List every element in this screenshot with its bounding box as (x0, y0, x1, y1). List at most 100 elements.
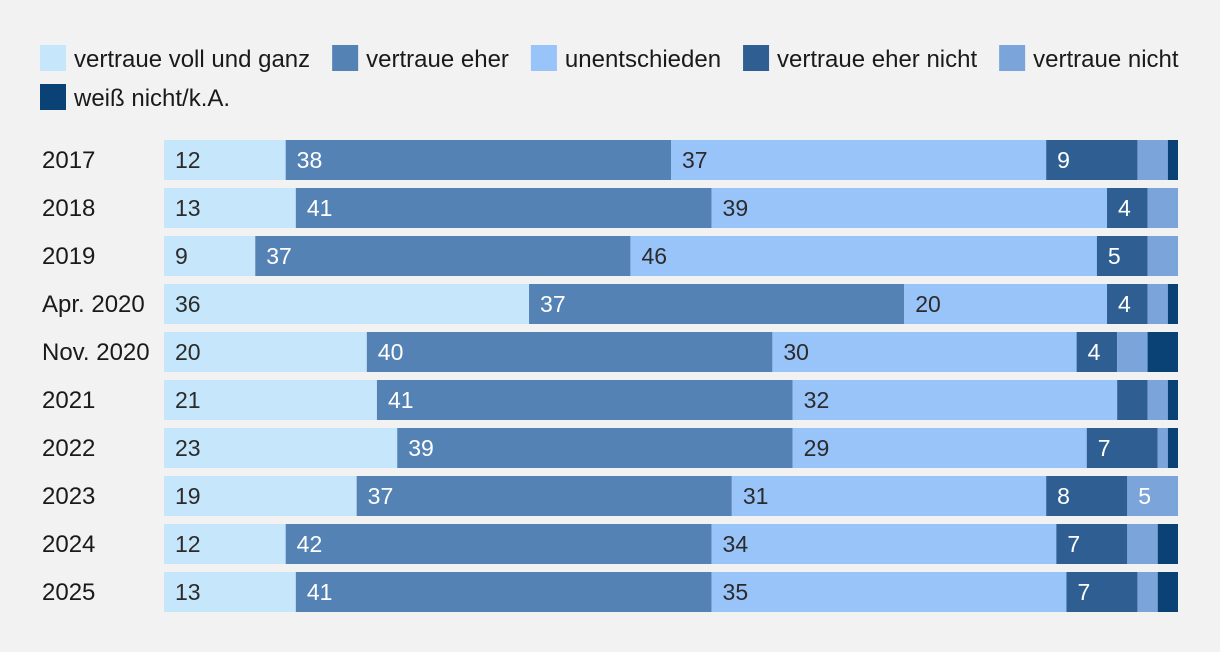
bar-segment-weiss-nicht-k-a (1167, 428, 1178, 468)
legend-item-vertraue-eher-nicht: vertraue eher nicht (743, 45, 977, 73)
bar-segment-vertraue-voll-und-ganz (164, 476, 357, 516)
bar-segment-vertraue-eher (529, 284, 905, 324)
row-label: 2023 (42, 483, 95, 510)
bar-segment-vertraue-eher-nicht (1066, 572, 1138, 612)
legend-label: weiß nicht/k.A. (73, 85, 230, 112)
data-label: 39 (408, 435, 434, 461)
data-label: 40 (378, 339, 404, 365)
data-label: 34 (723, 531, 749, 557)
bar-segment-vertraue-eher-nicht (1117, 380, 1148, 420)
bar-segment-weiss-nicht-k-a (1167, 284, 1178, 324)
bar-segment-vertraue-nicht (1137, 140, 1168, 180)
bar-row-nov-2020: 20 40 30 4 (164, 332, 1178, 372)
data-label: 41 (307, 579, 333, 605)
data-label: 23 (175, 435, 201, 461)
legend-label: vertraue voll und ganz (74, 46, 310, 73)
bar-segment-weiss-nicht-k-a (1157, 572, 1178, 612)
bar-segment-vertraue-voll-und-ganz (164, 284, 530, 324)
bar-segment-vertraue-nicht (1147, 284, 1168, 324)
bar-segment-weiss-nicht-k-a (1167, 140, 1178, 180)
legend-item-weiss-nicht-k-a: weiß nicht/k.A. (40, 84, 230, 112)
bar-segment-vertraue-eher (376, 380, 793, 420)
data-label: 37 (266, 243, 292, 269)
bar-segment-unentschieden (630, 236, 1097, 276)
legend-swatch (743, 45, 770, 71)
bar-segment-vertraue-eher (356, 476, 732, 516)
data-label: 36 (175, 291, 201, 317)
data-label: 8 (1057, 483, 1070, 509)
bar-row-2024: 12 42 34 7 (164, 524, 1178, 564)
data-label: 9 (175, 243, 188, 269)
bar-segment-unentschieden (711, 572, 1067, 612)
bar-segment-weiss-nicht-k-a (1147, 332, 1178, 372)
bar-segment-vertraue-voll-und-ganz (164, 188, 296, 228)
data-label: 4 (1118, 291, 1131, 317)
data-label: 35 (723, 579, 749, 605)
bar-segment-vertraue-eher-nicht (1107, 188, 1148, 228)
bar-segment-vertraue-nicht (1127, 476, 1178, 516)
legend-label: unentschieden (565, 46, 721, 73)
bar-segment-vertraue-eher (295, 188, 712, 228)
data-label: 32 (804, 387, 830, 413)
data-label: 7 (1067, 531, 1080, 557)
bar-row-2025: 13 41 35 7 (164, 572, 1178, 612)
row-label: 2018 (42, 195, 95, 222)
bar-segment-vertraue-nicht (1117, 332, 1148, 372)
bar-segment-unentschieden (711, 524, 1057, 564)
bar-segment-unentschieden (671, 140, 1047, 180)
row-label: 2021 (42, 387, 95, 414)
row-label: 2025 (42, 579, 95, 606)
data-label: 37 (682, 147, 708, 173)
bar-row-apr-2020: 36 37 20 4 (164, 284, 1178, 324)
bar-row-2023: 19 37 31 8 5 (164, 476, 1178, 516)
legend-item-vertraue-voll-und-ganz: vertraue voll und ganz (40, 45, 310, 73)
data-label: 5 (1138, 483, 1151, 509)
data-label: 20 (915, 291, 941, 317)
bar-segment-vertraue-eher-nicht (1056, 524, 1128, 564)
bar-row-2018: 13 41 39 4 (164, 188, 1178, 228)
data-label: 38 (297, 147, 323, 173)
bar-segment-vertraue-voll-und-ganz (164, 140, 286, 180)
data-label: 5 (1108, 243, 1121, 269)
row-label: 2022 (42, 435, 95, 462)
bars: 12 38 37 9 13 41 39 4 9 37 46 5 36 37 20 4 20 40 30 4 21 41 32… (164, 140, 1178, 612)
data-label: 7 (1077, 579, 1090, 605)
bar-segment-vertraue-eher-nicht (1046, 476, 1128, 516)
bar-segment-vertraue-nicht (1147, 236, 1178, 276)
data-label: 20 (175, 339, 201, 365)
legend-item-vertraue-nicht: vertraue nicht (999, 45, 1179, 73)
data-label: 12 (175, 147, 201, 173)
bar-row-2019: 9 37 46 5 (164, 236, 1178, 276)
bar-segment-vertraue-voll-und-ganz (164, 524, 286, 564)
bar-segment-vertraue-nicht (1157, 428, 1168, 468)
data-label: 41 (307, 195, 333, 221)
bar-segment-vertraue-eher-nicht (1076, 332, 1118, 372)
legend-label: vertraue eher (366, 46, 509, 73)
row-labels: 2017 2018 2019 Apr. 2020 Nov. 2020 2021 2022 20… (42, 147, 150, 606)
data-label: 4 (1118, 195, 1131, 221)
data-label: 42 (297, 531, 323, 557)
legend-label: vertraue nicht (1033, 46, 1179, 73)
bar-segment-weiss-nicht-k-a (1157, 524, 1178, 564)
bar-segment-vertraue-eher-nicht (1107, 284, 1148, 324)
data-label: 41 (388, 387, 414, 413)
bar-segment-vertraue-eher-nicht (1096, 236, 1148, 276)
bar-segment-unentschieden (731, 476, 1047, 516)
legend-swatch (530, 45, 557, 71)
data-label: 30 (783, 339, 809, 365)
bar-segment-vertraue-voll-und-ganz (164, 236, 256, 276)
bar-segment-unentschieden (792, 380, 1118, 420)
data-label: 19 (175, 483, 201, 509)
bar-segment-unentschieden (904, 284, 1108, 324)
data-label: 21 (175, 387, 201, 413)
data-label: 29 (804, 435, 830, 461)
bar-segment-vertraue-nicht (1127, 524, 1158, 564)
bar-segment-vertraue-eher (255, 236, 631, 276)
bar-row-2022: 23 39 29 7 (164, 428, 1178, 468)
legend-swatch (332, 45, 359, 71)
data-label: 46 (641, 243, 667, 269)
data-label: 13 (175, 195, 201, 221)
row-label: 2024 (42, 531, 95, 558)
bar-segment-vertraue-voll-und-ganz (164, 572, 296, 612)
